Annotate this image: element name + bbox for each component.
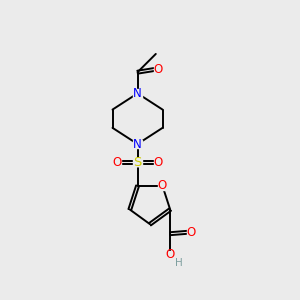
Bar [154,65,162,74]
Text: N: N [133,137,142,151]
Bar [166,251,174,259]
Text: O: O [112,156,122,169]
Text: O: O [187,226,196,239]
Text: O: O [166,248,175,261]
Bar [134,158,142,166]
Bar [134,140,142,148]
Text: S: S [134,156,142,169]
Bar [154,158,162,166]
Text: O: O [154,63,163,76]
Text: O: O [158,179,167,192]
Bar [134,89,142,98]
Bar [113,158,121,166]
Text: H: H [175,258,182,268]
Text: N: N [133,87,142,100]
Bar [158,182,166,190]
Bar [187,228,196,236]
Text: O: O [154,156,163,169]
